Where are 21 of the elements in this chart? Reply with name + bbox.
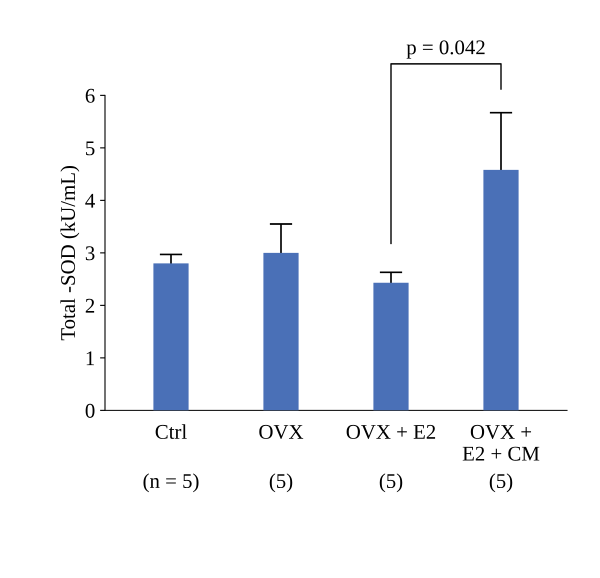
- text: p = 0.042: [406, 40, 485, 59]
- bar: [263, 252, 299, 410]
- bar: [153, 263, 189, 410]
- y-tick-label: 5: [86, 141, 94, 156]
- y-tick-label: 4: [85, 194, 95, 208]
- text: (n = 5): [143, 473, 199, 492]
- y-tick-label: 1: [86, 351, 94, 366]
- y-tick-label: 3: [86, 246, 94, 260]
- text: (5): [380, 473, 402, 492]
- x-tick-label: Ctrl: [156, 424, 187, 439]
- y-tick-label: 6: [86, 88, 95, 103]
- bar: [483, 170, 519, 410]
- y-axis-title: Total -SOD (kU/mL): [60, 166, 80, 340]
- x-tick-label: OVX + E2: [346, 424, 436, 440]
- y-tick-label: 2: [86, 298, 94, 313]
- x-tick-label: OVX + E2 + CM: [462, 424, 540, 461]
- x-tick-label: OVX: [259, 424, 304, 440]
- bar: [373, 282, 409, 410]
- text: (5): [490, 473, 512, 492]
- text: (5): [270, 473, 292, 492]
- y-tick-label: 0: [86, 404, 94, 418]
